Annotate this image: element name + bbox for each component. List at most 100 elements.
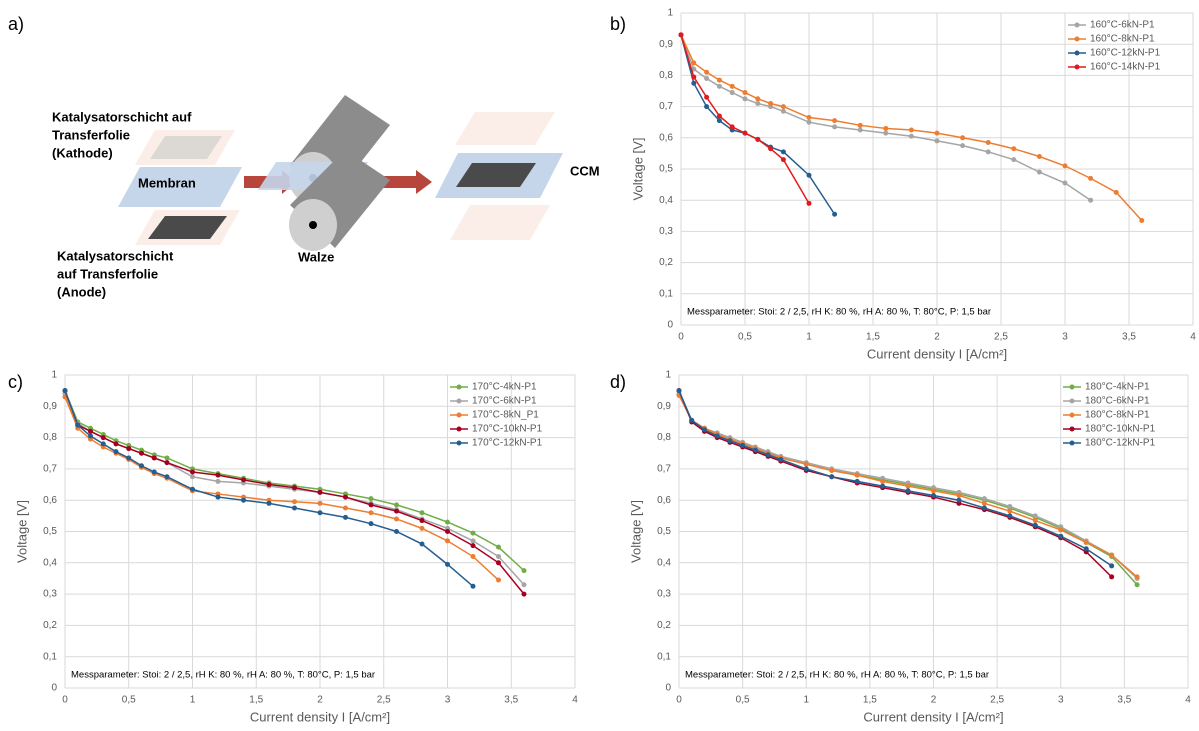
marker <box>521 582 527 588</box>
x-tick-label: 2,5 <box>377 695 391 706</box>
y-axis-label: Voltage [V] <box>628 500 643 563</box>
series-line <box>680 34 836 215</box>
legend-marker <box>456 384 462 390</box>
legend-marker <box>456 398 462 404</box>
marker <box>164 455 170 461</box>
marker <box>857 122 863 128</box>
y-tick-label: 0,1 <box>659 288 673 299</box>
x-tick-label: 0 <box>678 332 684 343</box>
legend-label: 170°C-12kN-P1 <box>472 438 543 449</box>
marker <box>956 497 962 503</box>
marker <box>139 450 144 456</box>
marker <box>934 130 940 136</box>
marker <box>1088 175 1094 181</box>
marker <box>164 474 170 480</box>
x-tick-label: 2 <box>317 695 323 706</box>
marker <box>806 119 812 125</box>
marker <box>1011 157 1017 163</box>
annotation: Messparameter: Stoi: 2 / 2,5, rH K: 80 %… <box>687 307 991 318</box>
marker <box>803 461 809 467</box>
marker <box>704 69 710 75</box>
panel-label: a) <box>8 14 24 34</box>
marker <box>727 438 733 444</box>
marker <box>164 460 170 466</box>
x-tick-label: 3 <box>445 695 451 706</box>
legend-marker <box>456 412 462 418</box>
marker <box>1134 574 1140 580</box>
y-tick-label: 0,6 <box>43 495 57 506</box>
marker <box>716 118 722 124</box>
marker <box>445 538 450 544</box>
marker <box>343 505 348 511</box>
marker <box>215 494 221 500</box>
marker <box>956 493 962 499</box>
marker <box>419 510 425 516</box>
x-tick-label: 3,5 <box>1122 332 1136 343</box>
legend-marker <box>1069 412 1075 418</box>
series-line <box>64 396 500 581</box>
marker <box>1062 180 1068 186</box>
marker <box>981 505 987 511</box>
marker <box>704 94 710 100</box>
marker <box>445 561 450 567</box>
y-tick-label: 0 <box>667 320 673 331</box>
marker <box>931 488 936 494</box>
marker <box>394 529 399 534</box>
legend-marker <box>1074 64 1080 70</box>
marker <box>1032 522 1038 528</box>
marker <box>1036 169 1042 175</box>
legend-label: 160°C-12kN-P1 <box>1090 48 1161 59</box>
legend-marker <box>456 440 462 446</box>
panel-label: c) <box>8 372 23 392</box>
marker <box>1007 503 1013 509</box>
marker <box>1109 552 1115 558</box>
marker <box>241 497 246 503</box>
marker <box>139 463 144 469</box>
y-tick-label: 0,9 <box>659 39 673 50</box>
marker <box>905 483 911 489</box>
y-tick-label: 0 <box>51 683 57 694</box>
marker <box>755 96 761 102</box>
marker <box>521 591 527 597</box>
x-tick-label: 1 <box>806 332 812 343</box>
x-tick-label: 0,5 <box>738 332 752 343</box>
x-tick-label: 2 <box>931 695 937 706</box>
marker <box>368 510 374 516</box>
marker <box>190 474 195 480</box>
series-line <box>64 390 525 572</box>
legend-label: 180°C-10kN-P1 <box>1085 424 1156 435</box>
marker <box>803 466 809 472</box>
marker <box>113 441 119 447</box>
y-tick-label: 0,8 <box>43 432 57 443</box>
catalyst <box>456 163 536 187</box>
marker <box>215 472 221 478</box>
marker <box>832 118 838 124</box>
legend-label: 160°C-14kN-P1 <box>1090 62 1161 73</box>
marker <box>126 446 132 452</box>
marker <box>829 474 835 480</box>
x-tick-label: 1 <box>190 695 196 706</box>
x-tick-label: 2 <box>934 332 940 343</box>
x-tick-label: 4 <box>572 695 578 706</box>
marker <box>368 502 374 508</box>
marker <box>908 133 914 139</box>
marker <box>1036 154 1042 160</box>
marker <box>691 74 697 80</box>
legend-marker <box>1074 36 1080 42</box>
marker <box>266 482 272 488</box>
marker <box>765 452 771 458</box>
y-axis-label: Voltage [V] <box>14 500 29 563</box>
legend-marker <box>1074 22 1080 28</box>
marker <box>317 489 323 495</box>
y-tick-label: 0,7 <box>43 464 57 475</box>
legend-label: 180°C-12kN-P1 <box>1085 438 1156 449</box>
label: (Anode) <box>57 284 106 299</box>
marker <box>854 478 860 484</box>
marker <box>704 76 710 82</box>
label: Transferfolie <box>52 127 130 142</box>
y-tick-label: 0,8 <box>659 70 673 81</box>
y-tick-label: 0,3 <box>659 226 673 237</box>
panel-label: d) <box>610 372 626 392</box>
series-line <box>680 34 810 204</box>
